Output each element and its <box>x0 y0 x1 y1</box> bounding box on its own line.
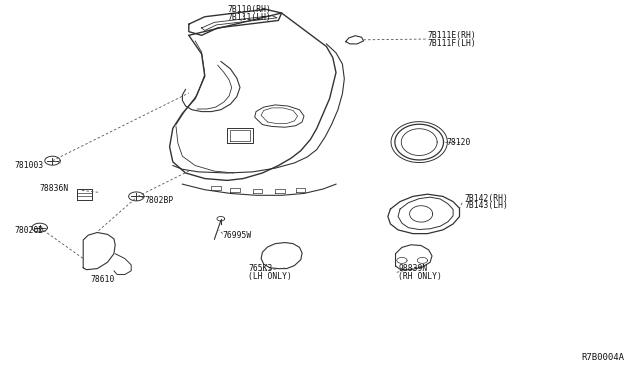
Text: 78610: 78610 <box>91 275 115 284</box>
Text: 7B142(RH): 7B142(RH) <box>464 194 508 203</box>
Text: 7B111(LH): 7B111(LH) <box>227 13 271 22</box>
Text: 781003: 781003 <box>14 161 44 170</box>
Text: (LH ONLY): (LH ONLY) <box>248 272 292 281</box>
Text: 7B111E(RH): 7B111E(RH) <box>428 31 476 40</box>
Text: 78836N: 78836N <box>40 185 69 193</box>
Text: (RH ONLY): (RH ONLY) <box>398 272 442 281</box>
Text: 78120: 78120 <box>447 138 471 147</box>
Text: R7B0004A: R7B0004A <box>581 353 624 362</box>
Text: 7802BP: 7802BP <box>144 196 173 205</box>
Text: 98839N: 98839N <box>398 264 428 273</box>
Text: 76995W: 76995W <box>223 231 252 240</box>
Text: 7B111F(LH): 7B111F(LH) <box>428 39 476 48</box>
Text: 78020D: 78020D <box>14 226 44 235</box>
Text: 765K3: 765K3 <box>248 264 273 273</box>
Text: 7B143(LH): 7B143(LH) <box>464 201 508 210</box>
Text: 7B110(RH): 7B110(RH) <box>227 5 271 14</box>
